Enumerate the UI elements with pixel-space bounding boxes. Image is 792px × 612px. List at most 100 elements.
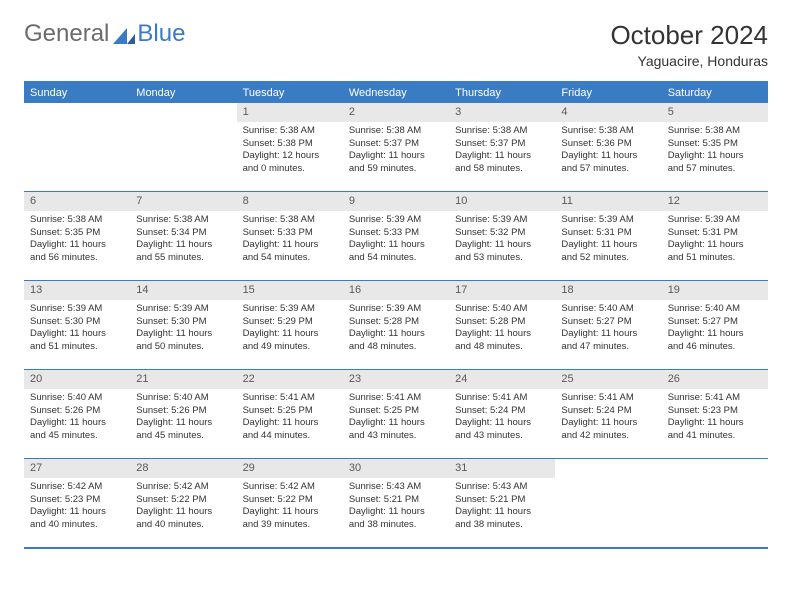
- sunset-line: Sunset: 5:30 PM: [136, 316, 230, 329]
- day-cell: 5Sunrise: 5:38 AMSunset: 5:35 PMDaylight…: [662, 103, 768, 191]
- day-number: 26: [662, 370, 768, 389]
- day-body: Sunrise: 5:42 AMSunset: 5:23 PMDaylight:…: [24, 478, 130, 538]
- sunrise-line: Sunrise: 5:41 AM: [561, 392, 655, 405]
- sunset-line: Sunset: 5:27 PM: [668, 316, 762, 329]
- day-body: Sunrise: 5:40 AMSunset: 5:26 PMDaylight:…: [24, 389, 130, 449]
- day-number: 13: [24, 281, 130, 300]
- daylight-line: Daylight: 11 hours and 41 minutes.: [668, 417, 762, 443]
- daylight-line: Daylight: 11 hours and 51 minutes.: [30, 328, 124, 354]
- day-number: 2: [343, 103, 449, 122]
- day-cell: 20Sunrise: 5:40 AMSunset: 5:26 PMDayligh…: [24, 370, 130, 458]
- day-cell: 3Sunrise: 5:38 AMSunset: 5:37 PMDaylight…: [449, 103, 555, 191]
- day-body: Sunrise: 5:39 AMSunset: 5:30 PMDaylight:…: [24, 300, 130, 360]
- calendar: SundayMondayTuesdayWednesdayThursdayFrid…: [24, 81, 768, 549]
- sunset-line: Sunset: 5:23 PM: [30, 494, 124, 507]
- day-cell: 21Sunrise: 5:40 AMSunset: 5:26 PMDayligh…: [130, 370, 236, 458]
- day-cell: 25Sunrise: 5:41 AMSunset: 5:24 PMDayligh…: [555, 370, 661, 458]
- day-cell: 23Sunrise: 5:41 AMSunset: 5:25 PMDayligh…: [343, 370, 449, 458]
- sunset-line: Sunset: 5:26 PM: [30, 405, 124, 418]
- sunrise-line: Sunrise: 5:38 AM: [136, 214, 230, 227]
- day-cell: 22Sunrise: 5:41 AMSunset: 5:25 PMDayligh…: [237, 370, 343, 458]
- day-number: 23: [343, 370, 449, 389]
- sunrise-line: Sunrise: 5:43 AM: [455, 481, 549, 494]
- daylight-line: Daylight: 11 hours and 39 minutes.: [243, 506, 337, 532]
- sunset-line: Sunset: 5:28 PM: [349, 316, 443, 329]
- day-body: Sunrise: 5:39 AMSunset: 5:32 PMDaylight:…: [449, 211, 555, 271]
- day-body: Sunrise: 5:41 AMSunset: 5:24 PMDaylight:…: [449, 389, 555, 449]
- daylight-line: Daylight: 11 hours and 54 minutes.: [349, 239, 443, 265]
- sunrise-line: Sunrise: 5:38 AM: [243, 125, 337, 138]
- daylight-line: Daylight: 11 hours and 45 minutes.: [30, 417, 124, 443]
- sunrise-line: Sunrise: 5:40 AM: [136, 392, 230, 405]
- day-of-week-cell: Wednesday: [343, 83, 449, 103]
- daylight-line: Daylight: 11 hours and 43 minutes.: [455, 417, 549, 443]
- sunrise-line: Sunrise: 5:38 AM: [561, 125, 655, 138]
- day-cell: [662, 459, 768, 547]
- day-cell: 17Sunrise: 5:40 AMSunset: 5:28 PMDayligh…: [449, 281, 555, 369]
- sunrise-line: Sunrise: 5:42 AM: [243, 481, 337, 494]
- day-cell: 30Sunrise: 5:43 AMSunset: 5:21 PMDayligh…: [343, 459, 449, 547]
- day-number: 17: [449, 281, 555, 300]
- daylight-line: Daylight: 11 hours and 53 minutes.: [455, 239, 549, 265]
- day-cell: 16Sunrise: 5:39 AMSunset: 5:28 PMDayligh…: [343, 281, 449, 369]
- sunrise-line: Sunrise: 5:38 AM: [455, 125, 549, 138]
- sunset-line: Sunset: 5:37 PM: [455, 138, 549, 151]
- day-cell: 7Sunrise: 5:38 AMSunset: 5:34 PMDaylight…: [130, 192, 236, 280]
- header: General Blue October 2024 Yaguacire, Hon…: [24, 20, 768, 69]
- daylight-line: Daylight: 11 hours and 48 minutes.: [455, 328, 549, 354]
- sunset-line: Sunset: 5:22 PM: [136, 494, 230, 507]
- day-cell: 29Sunrise: 5:42 AMSunset: 5:22 PMDayligh…: [237, 459, 343, 547]
- day-number: 8: [237, 192, 343, 211]
- day-number: 18: [555, 281, 661, 300]
- sunrise-line: Sunrise: 5:41 AM: [243, 392, 337, 405]
- sunrise-line: Sunrise: 5:39 AM: [243, 303, 337, 316]
- day-cell: 18Sunrise: 5:40 AMSunset: 5:27 PMDayligh…: [555, 281, 661, 369]
- sunrise-line: Sunrise: 5:39 AM: [668, 214, 762, 227]
- day-cell: [555, 459, 661, 547]
- day-number: 28: [130, 459, 236, 478]
- sunset-line: Sunset: 5:33 PM: [349, 227, 443, 240]
- day-body: Sunrise: 5:39 AMSunset: 5:31 PMDaylight:…: [662, 211, 768, 271]
- day-cell: 24Sunrise: 5:41 AMSunset: 5:24 PMDayligh…: [449, 370, 555, 458]
- day-cell: 13Sunrise: 5:39 AMSunset: 5:30 PMDayligh…: [24, 281, 130, 369]
- daylight-line: Daylight: 11 hours and 58 minutes.: [455, 150, 549, 176]
- day-number: 9: [343, 192, 449, 211]
- day-body: Sunrise: 5:42 AMSunset: 5:22 PMDaylight:…: [237, 478, 343, 538]
- sunset-line: Sunset: 5:24 PM: [455, 405, 549, 418]
- day-number: 31: [449, 459, 555, 478]
- day-of-week-cell: Tuesday: [237, 83, 343, 103]
- day-body: Sunrise: 5:43 AMSunset: 5:21 PMDaylight:…: [343, 478, 449, 538]
- sunrise-line: Sunrise: 5:40 AM: [455, 303, 549, 316]
- sunset-line: Sunset: 5:22 PM: [243, 494, 337, 507]
- title-block: October 2024 Yaguacire, Honduras: [610, 20, 768, 69]
- day-number: 27: [24, 459, 130, 478]
- day-number: 16: [343, 281, 449, 300]
- day-body: Sunrise: 5:40 AMSunset: 5:28 PMDaylight:…: [449, 300, 555, 360]
- sunset-line: Sunset: 5:21 PM: [349, 494, 443, 507]
- day-body: Sunrise: 5:38 AMSunset: 5:37 PMDaylight:…: [343, 122, 449, 182]
- daylight-line: Daylight: 11 hours and 38 minutes.: [455, 506, 549, 532]
- day-number: 24: [449, 370, 555, 389]
- day-body: Sunrise: 5:39 AMSunset: 5:28 PMDaylight:…: [343, 300, 449, 360]
- day-body: Sunrise: 5:38 AMSunset: 5:37 PMDaylight:…: [449, 122, 555, 182]
- daylight-line: Daylight: 11 hours and 43 minutes.: [349, 417, 443, 443]
- day-body: Sunrise: 5:40 AMSunset: 5:27 PMDaylight:…: [662, 300, 768, 360]
- day-number: 29: [237, 459, 343, 478]
- sunrise-line: Sunrise: 5:39 AM: [30, 303, 124, 316]
- day-cell: 28Sunrise: 5:42 AMSunset: 5:22 PMDayligh…: [130, 459, 236, 547]
- day-cell: 10Sunrise: 5:39 AMSunset: 5:32 PMDayligh…: [449, 192, 555, 280]
- sunrise-line: Sunrise: 5:38 AM: [30, 214, 124, 227]
- day-cell: [24, 103, 130, 191]
- day-body: Sunrise: 5:38 AMSunset: 5:38 PMDaylight:…: [237, 122, 343, 182]
- sunrise-line: Sunrise: 5:43 AM: [349, 481, 443, 494]
- logo-text-general: General: [24, 20, 109, 48]
- logo-mark-icon: [113, 28, 135, 44]
- sunset-line: Sunset: 5:35 PM: [668, 138, 762, 151]
- sunrise-line: Sunrise: 5:39 AM: [349, 303, 443, 316]
- daylight-line: Daylight: 11 hours and 54 minutes.: [243, 239, 337, 265]
- sunrise-line: Sunrise: 5:41 AM: [349, 392, 443, 405]
- day-body: Sunrise: 5:41 AMSunset: 5:25 PMDaylight:…: [237, 389, 343, 449]
- daylight-line: Daylight: 11 hours and 42 minutes.: [561, 417, 655, 443]
- day-number: 4: [555, 103, 661, 122]
- day-body: Sunrise: 5:40 AMSunset: 5:26 PMDaylight:…: [130, 389, 236, 449]
